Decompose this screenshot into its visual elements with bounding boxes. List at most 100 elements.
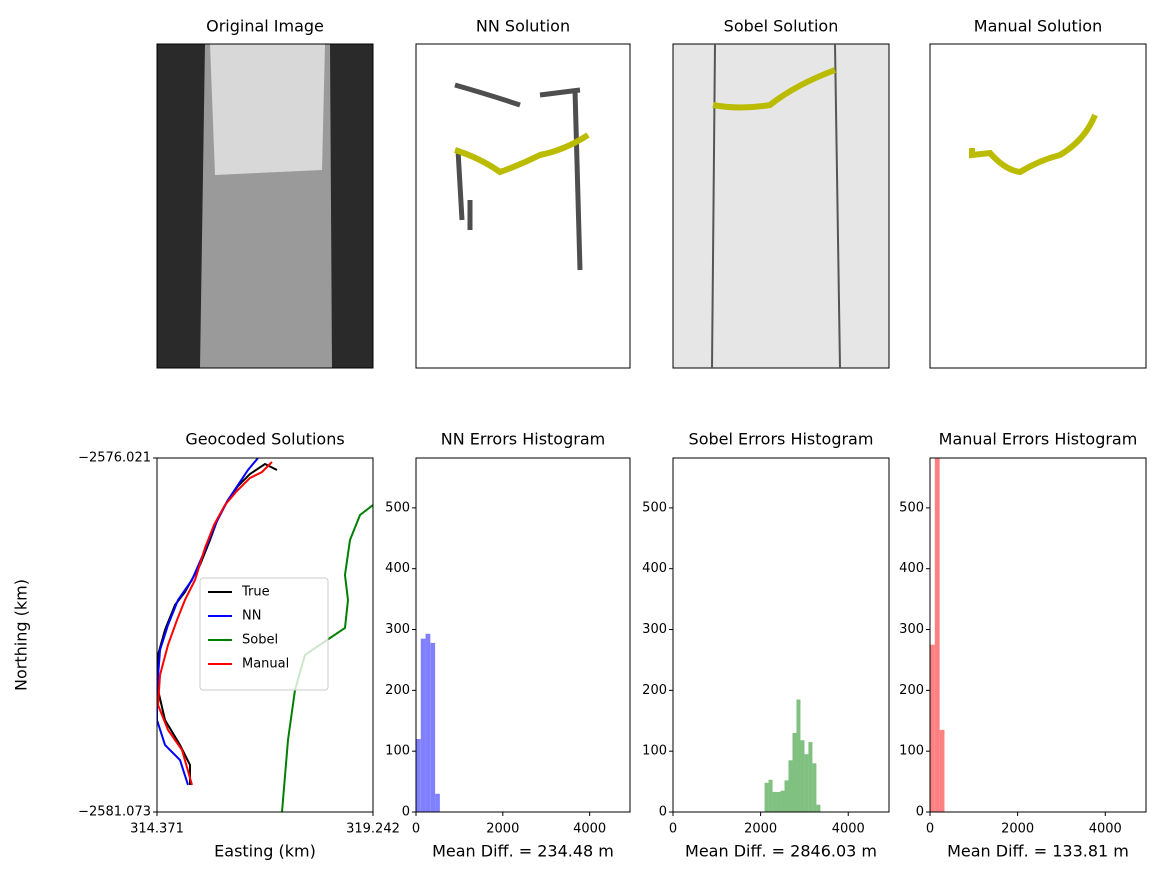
histogram-bar [780, 790, 785, 812]
y-tick-label: 0 [916, 805, 924, 820]
x-tick-label: 0 [926, 822, 934, 837]
histogram-bar [435, 793, 440, 812]
legend-label: Sobel [242, 633, 278, 648]
histogram-bar [788, 760, 793, 812]
y-tick-label: 200 [899, 683, 924, 698]
x-axis-label: Mean Diff. = 133.81 m [947, 842, 1129, 861]
axes-background [673, 458, 889, 812]
histogram-bar [764, 782, 769, 812]
y-tick-label: 300 [899, 622, 924, 637]
image-frame [929, 43, 1147, 369]
legend-label: Manual [242, 657, 289, 672]
series-line [157, 461, 273, 786]
axes-frame [929, 457, 1147, 813]
axes-frame [672, 457, 890, 813]
front-line [712, 67, 837, 111]
x-tick-label: 2000 [1001, 822, 1034, 837]
histogram-bar [792, 732, 797, 812]
ice-front [210, 44, 325, 175]
image-panel: Manual Solution [929, 17, 1147, 369]
chart-title: NN Errors Histogram [441, 430, 605, 449]
x-tick-label: 2000 [486, 822, 519, 837]
y-tick-label: 200 [385, 683, 410, 698]
x-axis-label: Mean Diff. = 234.48 m [432, 842, 614, 861]
histogram-bar [768, 779, 773, 812]
series-line [281, 504, 373, 812]
histogram-bar [430, 642, 436, 812]
y-axis-label: Northing (km) [12, 579, 31, 691]
x-tick-label: 4000 [832, 822, 865, 837]
edge-blobs [454, 82, 583, 271]
plot-area [764, 699, 821, 812]
x-tick-label: 314.371 [130, 822, 184, 837]
y-tick-label: −2576.021 [78, 451, 151, 466]
y-tick-label: 200 [642, 683, 667, 698]
y-tick-label: 500 [642, 500, 667, 515]
x-tick-label: 0 [412, 822, 420, 837]
axes-frame [156, 457, 374, 813]
y-tick-label: 100 [899, 744, 924, 759]
histogram-bar [934, 458, 940, 812]
x-tick-label: 4000 [573, 822, 606, 837]
panel-title: Manual Solution [974, 17, 1102, 36]
legend-label: True [241, 585, 270, 600]
image-frame [415, 43, 631, 369]
image-frame [156, 43, 374, 369]
histogram-bar [796, 699, 801, 812]
histogram-bar [772, 791, 777, 812]
x-tick-label: 2000 [744, 822, 777, 837]
y-tick-label: 0 [402, 805, 410, 820]
plot-area [157, 458, 373, 812]
y-tick-label: 500 [899, 500, 924, 515]
histogram-bar [784, 780, 789, 812]
y-tick-label: −2581.073 [78, 805, 151, 820]
y-tick-label: 100 [385, 744, 410, 759]
panel-title: Sobel Solution [724, 17, 839, 36]
histogram-bar [812, 763, 817, 812]
histogram-bar [930, 644, 935, 812]
panel-title: NN Solution [476, 17, 570, 36]
y-tick-label: 400 [899, 561, 924, 576]
y-tick-label: 400 [385, 561, 410, 576]
series-line [157, 458, 259, 786]
edges [711, 43, 841, 369]
x-axis-label: Mean Diff. = 2846.03 m [685, 842, 877, 861]
y-tick-label: 300 [642, 622, 667, 637]
y-tick-label: 100 [642, 744, 667, 759]
image-panel: NN Solution [415, 17, 631, 369]
histogram-bar [425, 633, 431, 812]
series-line [157, 462, 278, 785]
histogram-bar [939, 729, 945, 812]
histogram-bar [776, 791, 781, 812]
legend-label: NN [242, 609, 261, 624]
axes-frame [415, 457, 631, 813]
histogram-bar [804, 754, 809, 812]
x-axis-label: Easting (km) [214, 842, 316, 861]
axes-background [416, 458, 630, 812]
image-frame [672, 43, 890, 369]
chart-title: Geocoded Solutions [185, 430, 344, 449]
y-tick-label: 400 [642, 561, 667, 576]
histogram-bar [816, 804, 821, 812]
front-line [969, 113, 1098, 176]
chart-title: Sobel Errors Histogram [689, 430, 874, 449]
y-tick-label: 300 [385, 622, 410, 637]
image-panel: Sobel Solution [672, 17, 890, 369]
histogram-bar [416, 739, 421, 812]
x-tick-label: 319.242 [346, 822, 400, 837]
panel-title: Original Image [206, 17, 324, 36]
front-line [454, 132, 590, 176]
chart-title: Manual Errors Histogram [939, 430, 1138, 449]
y-tick-label: 0 [659, 805, 667, 820]
histogram-bar [800, 740, 805, 812]
plot-area [416, 633, 440, 812]
legend-box [199, 577, 329, 691]
y-tick-label: 500 [385, 500, 410, 515]
x-tick-label: 0 [669, 822, 677, 837]
histogram-bar [420, 638, 426, 812]
x-tick-label: 4000 [1089, 822, 1122, 837]
image-panel: Original Image [156, 17, 374, 369]
histogram-bar [808, 742, 813, 812]
